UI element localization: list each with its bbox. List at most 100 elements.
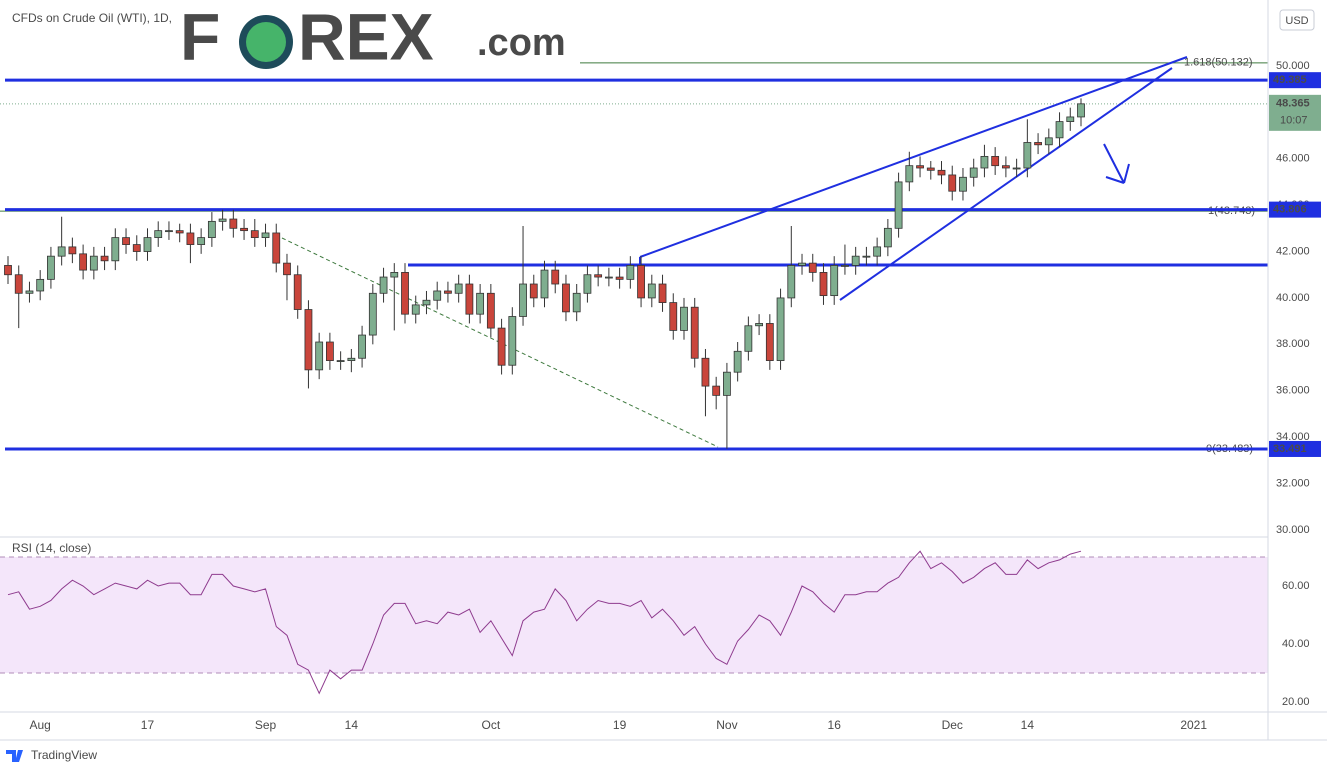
- candle-body: [89, 255, 98, 271]
- candle-body: [207, 220, 216, 239]
- candle-body: [583, 274, 592, 294]
- candle-body: [14, 274, 23, 294]
- candle-body: [476, 292, 485, 315]
- candle-body: [626, 265, 635, 280]
- x-tick-label: 2021: [1180, 718, 1207, 732]
- footer: TradingView: [6, 748, 97, 762]
- level-box: [1269, 440, 1321, 457]
- candle-body: [433, 290, 442, 301]
- candle-body: [1044, 137, 1053, 146]
- candle-body: [894, 181, 903, 229]
- x-tick-label: Sep: [255, 718, 277, 732]
- candle-body: [991, 155, 1000, 167]
- x-tick-label: 14: [1021, 718, 1035, 732]
- candle-body: [980, 155, 989, 169]
- header: CFDs on Crude Oil (WTI), 1D, F REX .com: [12, 0, 566, 73]
- candle-body: [315, 341, 324, 371]
- level-label: 49.385: [1273, 74, 1307, 86]
- y-tick-label: 50.000: [1276, 60, 1310, 72]
- currency-box[interactable]: [1279, 9, 1315, 31]
- candle-body: [1066, 116, 1075, 122]
- candle-body: [197, 237, 206, 245]
- x-tick-label: 19: [613, 718, 627, 732]
- candle-body: [723, 371, 731, 396]
- x-tick-label: 14: [345, 718, 359, 732]
- candle-body: [272, 232, 281, 264]
- candle-body: [347, 357, 356, 361]
- candle-body: [744, 325, 753, 352]
- y-tick-label: 40.00: [1282, 638, 1310, 650]
- y-tick-label: 40.000: [1276, 292, 1310, 304]
- candle-body: [883, 227, 892, 248]
- candle-body: [862, 255, 871, 258]
- candle-body: [143, 237, 152, 252]
- candle-body: [186, 232, 195, 245]
- x-tick-label: Oct: [482, 718, 501, 732]
- y-tick-label: 34.000: [1276, 431, 1310, 443]
- candles: [4, 98, 1085, 449]
- candle-body: [926, 167, 935, 171]
- price-label: 48.365: [1276, 98, 1310, 110]
- level-box: [1269, 201, 1321, 218]
- level-box: [1269, 72, 1321, 89]
- x-tick-label: Nov: [716, 718, 737, 732]
- x-tick-label: 16: [828, 718, 842, 732]
- candle-body: [680, 306, 688, 331]
- rsi-line: [7, 550, 1082, 695]
- x-tick-label: Dec: [942, 718, 963, 732]
- logo-coin-inner: [246, 22, 286, 62]
- candle-body: [755, 323, 763, 327]
- y-tick-label: 60.00: [1282, 580, 1310, 592]
- candle-body: [658, 283, 667, 303]
- candle-body: [336, 360, 345, 362]
- y-tick-label: 42.000: [1276, 245, 1310, 257]
- candle-body: [798, 262, 806, 266]
- candle-body: [175, 230, 184, 234]
- y-tick-label: 36.000: [1276, 385, 1310, 397]
- candle-body: [111, 237, 120, 262]
- candle-body: [1023, 142, 1032, 169]
- candle-body: [165, 230, 173, 233]
- symbol-title: CFDs on Crude Oil (WTI), 1D,: [12, 11, 172, 25]
- candle-body: [969, 167, 978, 178]
- candle-body: [486, 292, 495, 329]
- y-tick-label: 32.000: [1276, 477, 1310, 489]
- tv-logo: [6, 750, 23, 762]
- candle-body: [540, 269, 549, 299]
- candle-body: [57, 246, 66, 257]
- down-arrow: [1103, 143, 1130, 184]
- candle-body: [390, 272, 399, 278]
- y-tick-label: 20.00: [1282, 696, 1310, 708]
- logo-com: .com: [477, 22, 566, 64]
- candle-body: [508, 316, 517, 366]
- candle-body: [669, 302, 678, 331]
- y-tick-label: 30.000: [1276, 524, 1310, 536]
- candle-body: [36, 278, 45, 292]
- candle-body: [325, 341, 334, 361]
- candle-body: [916, 165, 924, 169]
- candle-body: [519, 283, 527, 317]
- candle-body: [4, 265, 12, 276]
- y-tick-label: 46.000: [1276, 153, 1310, 165]
- candle-body: [787, 265, 796, 299]
- axes: USD 30.000 32.000 34.000 36.000 38.000 40.000…: [0, 0, 1327, 741]
- candle-body: [444, 290, 452, 294]
- candle-body: [261, 232, 270, 239]
- candle-body: [122, 237, 130, 245]
- candle-body: [733, 350, 742, 373]
- candle-body: [132, 244, 141, 252]
- candle-body: [1055, 121, 1064, 139]
- candle-body: [240, 227, 248, 232]
- candle-body: [712, 385, 721, 396]
- candle-body: [819, 272, 828, 297]
- candle-body: [79, 253, 88, 271]
- x-tick-label: Aug: [30, 718, 51, 732]
- y-tick-label: 38.000: [1276, 338, 1310, 350]
- wedge-upper: [639, 56, 1188, 258]
- candle-body: [959, 176, 967, 192]
- rsi-band: [0, 556, 1268, 673]
- candle-body: [937, 169, 946, 176]
- candle-body: [830, 265, 839, 297]
- candle-body: [422, 299, 431, 306]
